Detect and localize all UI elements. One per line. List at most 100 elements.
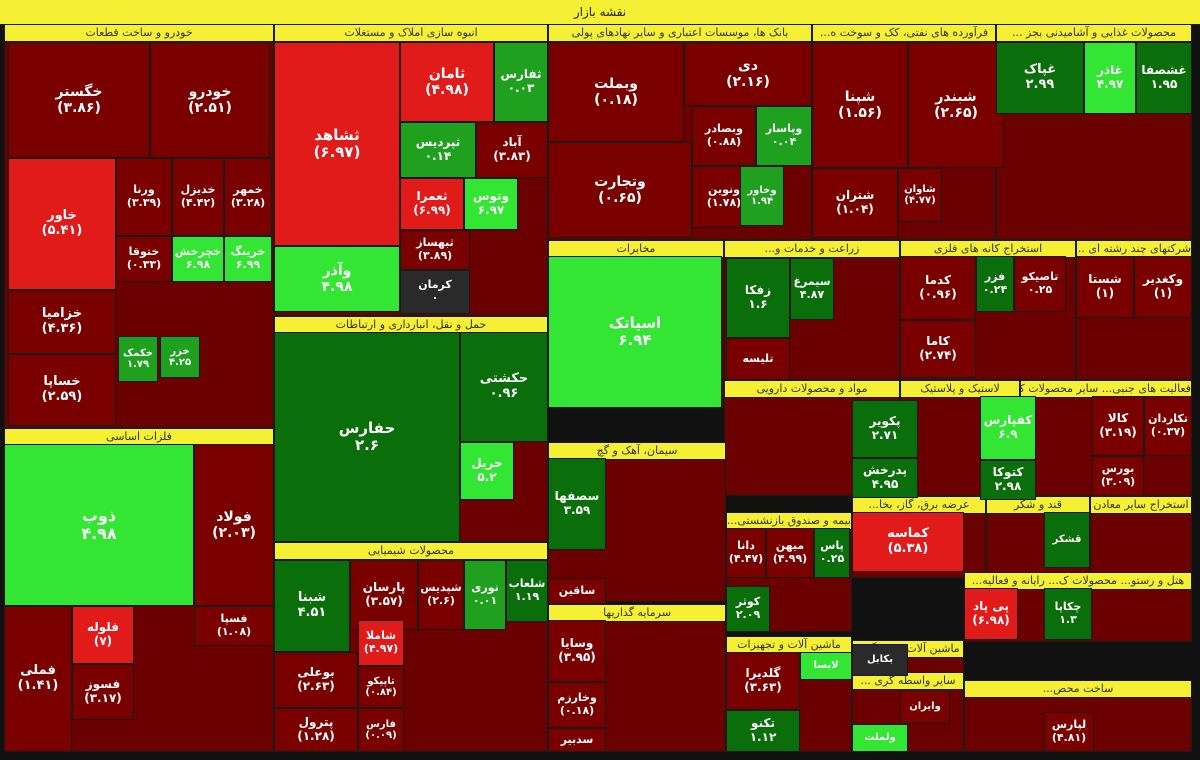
stock-tile[interactable]: ثامان (۴.۹۸) [400,42,494,122]
stock-tile[interactable]: خزامیا (۴.۳۶) [8,290,116,354]
stock-tile[interactable]: پارسان (۳.۵۷) [350,560,418,630]
stock-tile[interactable]: زفکا ۱.۶ [726,258,790,338]
stock-tile[interactable]: سیمرغ ۴.۸۷ [790,258,834,320]
stock-tile[interactable]: تلیسه [726,338,790,380]
stock-tile[interactable]: ثپردیس ۰.۱۴ [400,122,476,178]
stock-name: کدما [925,273,951,288]
stock-tile[interactable]: فارس (۰.۰۹) [358,708,404,752]
stock-tile[interactable]: کاما (۲.۷۴) [900,320,976,378]
stock-tile[interactable]: شاملا (۴.۹۷) [358,620,404,666]
stock-tile[interactable]: شبندر (۲.۶۵) [908,42,1004,168]
stock-tile[interactable]: وایران [900,690,950,724]
stock-tile[interactable]: خمهر (۳.۲۸) [224,158,272,236]
stock-tile[interactable]: وسایا (۳.۹۵) [548,620,606,682]
stock-tile[interactable]: تاصیکو ۰.۲۵ [1014,256,1066,312]
stock-tile[interactable]: خرینگ ۶.۹۹ [224,236,272,282]
stock-tile[interactable]: ساقین [548,578,606,604]
stock-tile[interactable]: فملی (۱.۴۱) [4,606,72,752]
stock-tile[interactable]: فزر ۰.۲۴ [976,256,1014,312]
stock-change: ۵.۲ [477,470,497,484]
stock-tile[interactable]: پکویر ۲.۷۱ [852,400,918,458]
stock-tile[interactable]: شلعاب ۱.۱۹ [506,560,548,622]
stock-tile[interactable]: ذوب ۴.۹۸ [4,444,194,606]
stock-tile[interactable]: آباد (۳.۸۳) [476,122,548,178]
stock-tile[interactable]: پدرخش ۴.۹۵ [852,458,918,498]
stock-tile[interactable]: کفپارس ۶.۹ [980,396,1036,460]
stock-tile[interactable]: وپاسار ۰.۰۴ [756,106,812,166]
stock-tile[interactable]: ثعمرا (۶.۹۹) [400,178,464,230]
stock-tile[interactable]: فسوز (۳.۱۷) [72,664,134,720]
stock-tile[interactable]: شستا (۱) [1076,256,1134,318]
stock-tile[interactable]: خزر ۴.۲۵ [160,336,200,378]
stock-tile[interactable]: فسپا (۱.۰۸) [194,606,274,646]
stock-tile[interactable]: خساپا (۲.۵۹) [8,354,116,426]
stock-tile[interactable]: پاس ۰.۲۵ [814,528,850,578]
stock-tile[interactable]: حفارس ۲.۶ [274,332,460,542]
stock-tile[interactable]: سدبیر [548,728,606,752]
stock-tile[interactable]: خدیزل (۴.۴۲) [172,158,224,236]
stock-change: (۳.۱۷) [84,691,122,705]
stock-tile[interactable]: کتوکا ۲.۹۸ [980,460,1036,500]
stock-change: (۱.۰۴) [836,202,874,216]
stock-tile[interactable]: وآذر ۴.۹۸ [274,246,400,312]
stock-tile[interactable]: لپارس (۴.۸۱) [1044,712,1094,752]
stock-tile[interactable]: حریل ۵.۲ [460,442,514,500]
stock-tile[interactable]: وخاور ۱.۹۴ [740,166,784,226]
stock-tile[interactable]: خچرخش ۶.۹۸ [172,236,224,282]
stock-name: ورنا [133,183,155,197]
stock-tile[interactable]: سصفها ۳.۵۹ [548,458,606,550]
stock-tile[interactable]: شپنا (۱.۵۶) [812,42,908,168]
stock-tile[interactable]: غاذر ۴.۹۷ [1084,42,1136,114]
stock-tile[interactable]: کالا (۳.۱۹) [1092,396,1144,456]
stock-tile[interactable]: بکابل [852,644,908,676]
stock-name: پاس [820,539,844,553]
stock-tile[interactable]: ثشاهد (۶.۹۷) [274,42,400,246]
stock-tile[interactable]: فولاد (۲.۰۳) [194,444,274,606]
stock-tile[interactable]: خکمک ۱.۷۹ [118,336,158,382]
stock-tile[interactable]: خاور (۵.۴۱) [8,158,116,290]
stock-tile[interactable]: ثبهساز (۳.۸۹) [400,230,470,270]
stock-tile[interactable]: وبملت (۰.۱۸) [548,42,684,142]
stock-tile[interactable]: ورنا (۳.۳۹) [116,158,172,236]
stock-tile[interactable]: چکاپا ۱.۳ [1044,588,1092,640]
stock-name: کماسه [887,526,929,542]
stock-tile[interactable]: وخارزم (۰.۱۸) [548,682,606,728]
stock-tile[interactable]: وتجارت (۰.۶۵) [548,142,692,238]
stock-tile[interactable]: شاوان (۴.۷۷) [898,168,942,222]
stock-tile[interactable]: وبصادر (۰.۸۸) [692,106,756,166]
stock-tile[interactable]: خگستر (۳.۸۶) [8,42,150,158]
stock-tile[interactable]: قشکر [1044,512,1090,568]
stock-tile[interactable]: غشصفا ۱.۹۵ [1136,42,1192,114]
stock-tile[interactable]: شبنا ۴.۵۱ [274,560,350,652]
stock-tile[interactable]: شتران (۱.۰۴) [812,168,898,238]
stock-tile[interactable]: پترول (۱.۲۸) [274,708,358,752]
stock-tile[interactable]: تکاردان (۰.۳۷) [1144,396,1192,456]
stock-tile[interactable]: میهن (۴.۹۹) [766,528,814,578]
stock-tile[interactable]: شپدیس (۲.۶) [418,560,464,630]
stock-tile[interactable]: اسیاتک ۶.۹۴ [548,256,722,408]
stock-tile[interactable]: غپاک ۲.۹۹ [996,42,1084,114]
stock-tile[interactable]: کدما (۰.۹۶) [900,256,976,320]
stock-tile[interactable]: ولملت [852,724,908,752]
stock-tile[interactable]: خودرو (۲.۵۱) [150,42,270,158]
stock-tile[interactable]: ثفارس ۰.۰۳ [494,42,548,122]
stock-tile[interactable]: گلدیرا (۳.۶۳) [726,652,800,710]
stock-tile[interactable]: دانا (۴.۴۷) [726,528,766,578]
stock-tile[interactable]: بورس (۳.۰۹) [1092,456,1144,496]
stock-tile[interactable]: لابسا [800,652,852,680]
stock-tile[interactable]: تکنو ۱.۱۲ [726,710,800,752]
stock-tile[interactable]: کوثر ۲.۰۹ [726,586,770,632]
stock-tile[interactable]: وکغدیر (۱) [1134,256,1192,318]
stock-tile[interactable]: کماسه (۵.۳۸) [852,512,964,572]
stock-tile[interactable]: دی (۲.۱۶) [684,42,812,106]
stock-tile[interactable]: فلوله (۷) [72,606,134,664]
sector-label: قند و شکر [987,497,1089,514]
stock-tile[interactable]: ختوقا (۰.۳۳) [116,236,172,282]
stock-tile[interactable]: پی پاد (۶.۹۸) [964,588,1018,640]
stock-tile[interactable]: نوری ۰.۰۱ [464,560,506,630]
stock-tile[interactable]: بوعلی (۲.۶۳) [274,652,358,708]
stock-tile[interactable]: وتوس ۶.۹۷ [464,178,518,230]
stock-tile[interactable]: تاپیکو (۰.۸۴) [358,666,404,708]
stock-tile[interactable]: کرمان ۰ [400,270,470,314]
stock-tile[interactable]: حکشتی ۰.۹۶ [460,332,548,442]
